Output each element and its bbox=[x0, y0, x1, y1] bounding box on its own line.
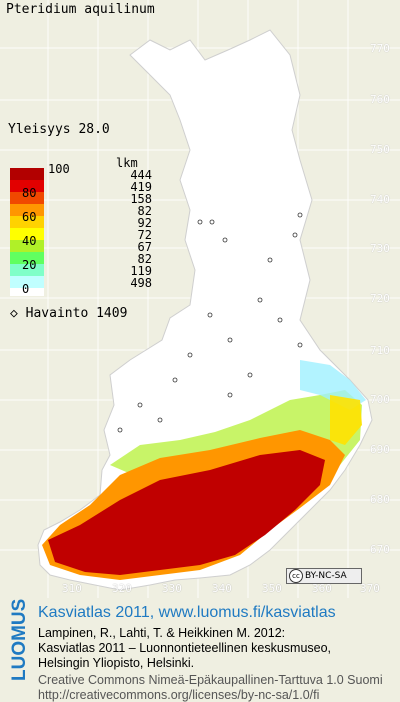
x-tick-330: 330 bbox=[162, 582, 182, 595]
legend-swatch-1 bbox=[10, 168, 44, 180]
observation-markers bbox=[117, 212, 303, 433]
zone-cyan bbox=[300, 360, 366, 410]
legend-swatch-5 bbox=[10, 216, 44, 228]
legend-swatch-9 bbox=[10, 264, 44, 276]
frequency-value: Yleisyys 28.0 bbox=[8, 122, 110, 137]
legend-swatch-10 bbox=[10, 276, 44, 288]
license-url[interactable]: http://creativecommons.org/licenses/by-n… bbox=[38, 688, 320, 702]
legend-count-7: 67 bbox=[137, 240, 152, 254]
citation-line-2: Kasviatlas 2011 – Luonnontieteellinen ke… bbox=[38, 641, 332, 655]
citation-line-1: Lampinen, R., Lahti, T. & Heikkinen M. 2… bbox=[38, 626, 286, 640]
luomus-logo: LUOMUS bbox=[9, 598, 30, 681]
license-badge-text: BY-NC-SA bbox=[305, 571, 347, 581]
legend-swatch-2 bbox=[10, 180, 44, 192]
legend-scale-40: 40 bbox=[22, 234, 37, 248]
legend-count-6: 72 bbox=[137, 228, 152, 242]
y-tick-690: 690 bbox=[370, 443, 390, 456]
legend-count-4: 82 bbox=[137, 204, 152, 218]
x-tick-350: 350 bbox=[262, 582, 282, 595]
distribution-map bbox=[0, 0, 400, 598]
y-tick-740: 740 bbox=[370, 193, 390, 206]
legend-swatch-11 bbox=[10, 288, 44, 296]
y-tick-710: 710 bbox=[370, 344, 390, 357]
legend-scale-60: 60 bbox=[22, 210, 37, 224]
x-tick-370: 370 bbox=[360, 582, 380, 595]
legend-count-9: 119 bbox=[130, 264, 152, 278]
legend-count-8: 82 bbox=[137, 252, 152, 266]
license-badge[interactable]: cc BY-NC-SA bbox=[286, 568, 362, 584]
footer bbox=[0, 598, 400, 702]
y-tick-760: 760 bbox=[370, 93, 390, 106]
legend-count-10: 498 bbox=[130, 276, 152, 290]
x-tick-360: 360 bbox=[312, 582, 332, 595]
legend-scale-80: 80 bbox=[22, 186, 37, 200]
legend-count-1: 444 bbox=[130, 168, 152, 182]
observation-marker-icon: ◇ bbox=[10, 306, 26, 321]
observation-count: ◇ Havainto 1409 bbox=[10, 306, 127, 321]
legend-swatch-4 bbox=[10, 204, 44, 216]
legend-scale-100: 100 bbox=[48, 162, 70, 176]
zone-yellow bbox=[330, 395, 362, 445]
legend-swatch-7 bbox=[10, 240, 44, 252]
x-tick-310: 310 bbox=[62, 582, 82, 595]
y-tick-770: 770 bbox=[370, 42, 390, 55]
legend-count-2: 419 bbox=[130, 180, 152, 194]
legend-count-3: 158 bbox=[130, 192, 152, 206]
legend-unit: lkm bbox=[116, 156, 138, 170]
y-tick-700: 700 bbox=[370, 393, 390, 406]
legend: 100 80 60 40 20 0 444 419 158 82 92 72 6… bbox=[10, 162, 160, 298]
y-tick-730: 730 bbox=[370, 242, 390, 255]
y-tick-680: 680 bbox=[370, 493, 390, 506]
zone-high bbox=[48, 450, 325, 575]
kasviatlas-link[interactable]: Kasviatlas 2011, www.luomus.fi/kasviatla… bbox=[38, 604, 336, 621]
legend-swatch-8 bbox=[10, 252, 44, 264]
citation-line-3: Helsingin Yliopisto, Helsinki. bbox=[38, 656, 195, 670]
x-tick-340: 340 bbox=[212, 582, 232, 595]
legend-swatch-3 bbox=[10, 192, 44, 204]
legend-count-5: 92 bbox=[137, 216, 152, 230]
license-line-1: Creative Commons Nimeä-Epäkaupallinen-Ta… bbox=[38, 673, 383, 687]
legend-scale-20: 20 bbox=[22, 258, 37, 272]
species-name: Pteridium aquilinum bbox=[6, 2, 155, 17]
y-tick-750: 750 bbox=[370, 143, 390, 156]
y-tick-670: 670 bbox=[370, 543, 390, 556]
observation-count-label: Havainto 1409 bbox=[25, 306, 128, 321]
legend-swatch-6 bbox=[10, 228, 44, 240]
y-tick-720: 720 bbox=[370, 292, 390, 305]
legend-scale-0: 0 bbox=[22, 282, 30, 296]
x-tick-320: 320 bbox=[112, 582, 132, 595]
cc-icon: cc bbox=[289, 569, 303, 583]
